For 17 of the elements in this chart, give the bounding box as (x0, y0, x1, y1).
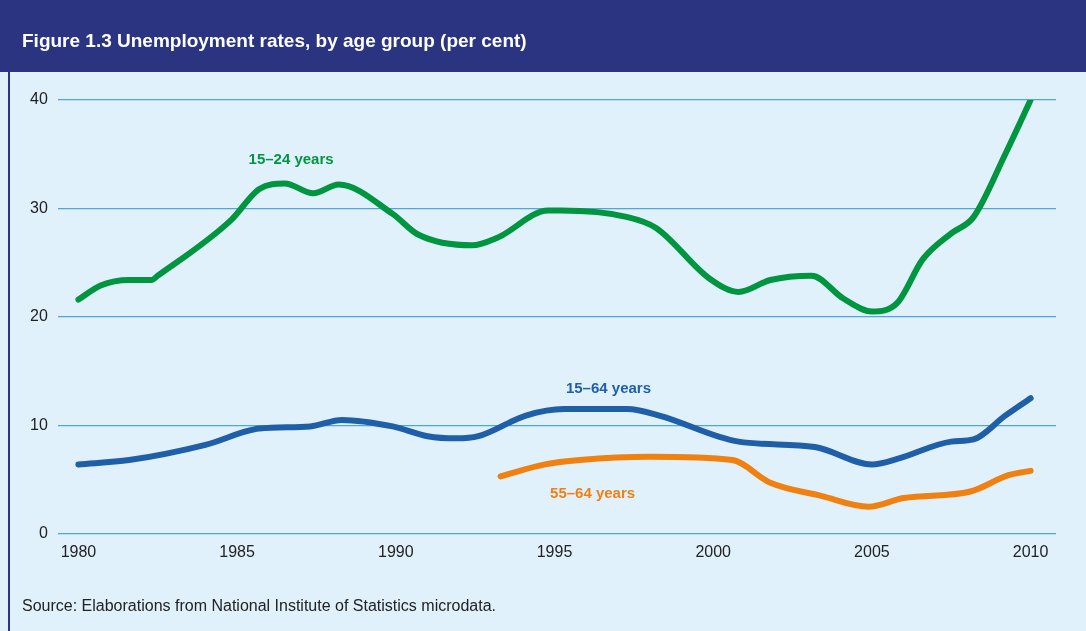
x-tick-label: 1990 (378, 542, 414, 560)
x-tick-label: 1985 (219, 542, 256, 560)
y-tick-label: 40 (30, 90, 48, 108)
x-tick-label: 2010 (1012, 542, 1049, 560)
x-tick-label: 1980 (60, 542, 97, 560)
y-tick-label: 0 (38, 524, 48, 542)
x-tick-label: 2005 (854, 542, 890, 560)
x-tick-label: 2000 (695, 542, 732, 560)
x-tick-label: 1995 (536, 542, 573, 560)
chart-title: Figure 1.3 Unemployment rates, by age group (per cent) (22, 30, 527, 52)
source-note: Source: Elaborations from National Institute of Statistics microdata. (22, 597, 496, 615)
y-tick-label: 30 (30, 198, 48, 216)
y-tick-label: 10 (30, 415, 48, 433)
series-label: 15–64 years (565, 378, 652, 396)
series-label: 55–64 years (550, 483, 636, 501)
y-tick-label: 20 (30, 307, 48, 325)
series-label: 15–24 years (248, 149, 334, 167)
